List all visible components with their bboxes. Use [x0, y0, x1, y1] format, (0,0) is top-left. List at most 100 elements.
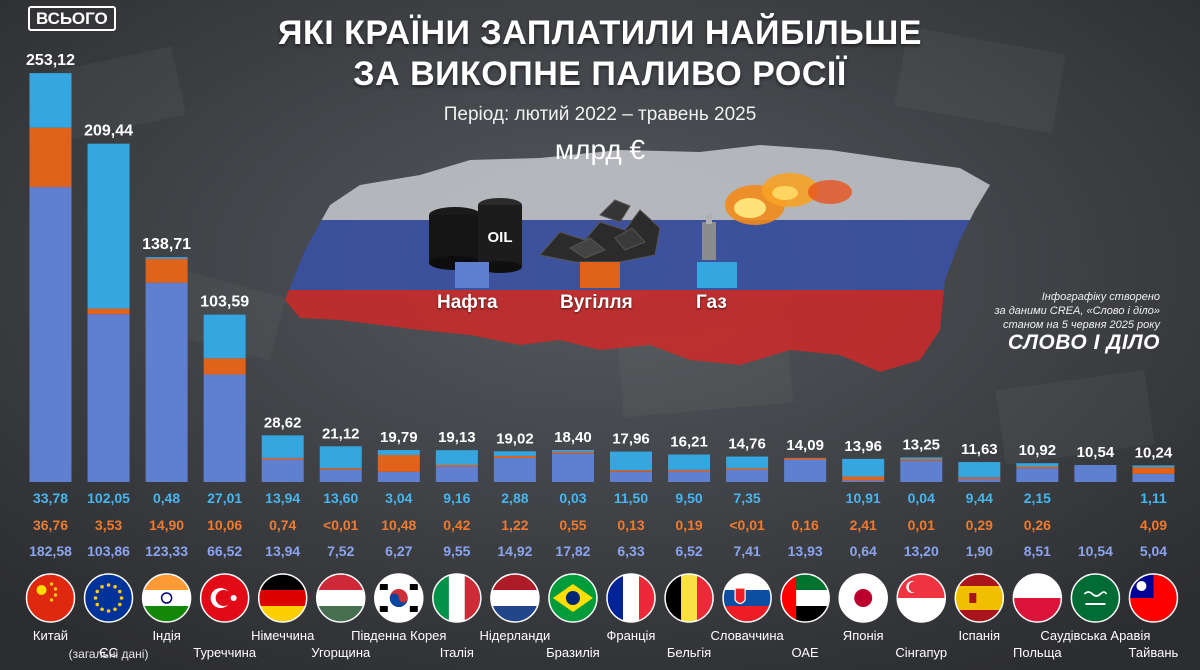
bar-group — [610, 451, 652, 482]
bar-segment-gas — [29, 73, 72, 128]
value-label-coal: 1,22 — [501, 517, 528, 533]
bar-segment-coal — [493, 455, 536, 458]
value-label-gas: 9,50 — [675, 490, 702, 506]
bar-segment-coal — [958, 477, 1001, 479]
value-label-coal: 0,16 — [792, 517, 819, 533]
total-value-label: 103,59 — [200, 294, 249, 311]
india-flag-icon — [141, 573, 192, 623]
poland-flag-icon — [1012, 573, 1063, 623]
total-value-label: 13,25 — [902, 436, 940, 453]
value-label-gas: 1,11 — [1140, 490, 1167, 506]
value-label-gas: 9,16 — [443, 490, 470, 506]
bar-segment-oil — [203, 374, 246, 482]
taiwan-flag-icon — [1128, 573, 1179, 623]
value-label-coal: 0,19 — [675, 517, 702, 533]
bar-segment-gas — [493, 451, 536, 456]
brazil-flag-icon — [548, 573, 598, 623]
value-label-oil: 10,54 — [1078, 543, 1113, 559]
value-label-oil: 6,27 — [385, 543, 412, 559]
value-label-coal: 0,74 — [269, 517, 296, 533]
bar-segment-gas — [87, 143, 130, 309]
credit-line3: станом на 5 червня 2025 року — [1003, 319, 1160, 331]
bar-segment-oil — [29, 187, 72, 482]
bar-segment-oil — [900, 460, 943, 482]
country-label: ЄС — [99, 645, 118, 660]
bar-group — [203, 314, 246, 482]
total-value-label: 10,54 — [1077, 444, 1115, 461]
bar-segment-oil — [319, 469, 362, 482]
bar-segment-oil — [551, 453, 594, 482]
value-label-oil: 17,82 — [555, 543, 590, 559]
country-label: Сінгапур — [895, 645, 948, 660]
bar-segment-gas — [203, 314, 246, 359]
total-value-label: 19,02 — [496, 430, 534, 447]
country-label: Нідерланди — [479, 628, 551, 643]
total-value-label: 10,24 — [1135, 444, 1173, 461]
value-label-gas: 0,04 — [908, 490, 935, 506]
value-label-gas: 11,50 — [614, 490, 648, 506]
bar-group — [668, 454, 711, 482]
bar-group — [493, 451, 536, 482]
country-label: Угорщина — [311, 645, 371, 660]
country-label: Бельгія — [666, 645, 712, 660]
value-label-gas: 13,60 — [323, 490, 358, 506]
bar-group — [842, 458, 885, 482]
country-label: Японія — [842, 628, 884, 643]
bar-segment-coal — [377, 454, 420, 472]
legend-swatch-gas — [697, 262, 737, 288]
bar-group — [145, 257, 188, 482]
value-label-coal: 0,01 — [908, 517, 935, 533]
country-label: ОАЕ — [791, 645, 819, 660]
country-label: Індія — [152, 628, 181, 643]
country-label: Польща — [1013, 645, 1062, 660]
bar-group — [551, 450, 594, 482]
value-label-coal: 3,53 — [95, 517, 122, 533]
chart-title-line2: ЗА ВИКОПНЕ ПАЛИВО РОСІЇ — [353, 55, 847, 93]
bar-segment-coal — [261, 457, 304, 460]
value-label-oil: 13,94 — [265, 543, 300, 559]
total-value-label: 209,44 — [84, 123, 133, 140]
bar-segment-gas — [610, 451, 652, 471]
value-label-oil: 123,33 — [145, 543, 188, 559]
bar-segment-gas — [842, 458, 885, 477]
country-label: Південна Корея — [351, 628, 447, 643]
value-label-coal: 2,41 — [850, 517, 877, 533]
bar-group — [784, 457, 827, 482]
bar-segment-oil — [493, 457, 536, 482]
bar-segment-oil — [1074, 464, 1117, 482]
legend-label-oil: Нафта — [437, 292, 498, 313]
bar-group — [1074, 464, 1117, 482]
bar-group — [1016, 463, 1059, 482]
value-label-gas: 3,04 — [385, 490, 412, 506]
value-label-gas: 33,78 — [33, 490, 68, 506]
bar-segment-gas — [551, 450, 594, 452]
bar-segment-oil — [842, 480, 885, 482]
bar-group — [377, 450, 420, 482]
total-value-label: 17,96 — [612, 431, 650, 448]
bar-segment-coal — [726, 468, 769, 471]
bar-group — [87, 143, 130, 482]
legend-swatch-coal — [580, 262, 620, 288]
singapore-flag-icon — [896, 573, 946, 623]
bar-group — [900, 457, 943, 482]
bar-segment-gas — [958, 462, 1001, 478]
bar-segment-coal — [784, 457, 827, 460]
saudi-arabia-flag-icon — [1070, 573, 1121, 623]
total-value-label: 138,71 — [142, 236, 191, 253]
value-label-oil: 9,55 — [443, 543, 470, 559]
value-label-coal: 0,55 — [559, 517, 586, 533]
bar-group — [29, 73, 72, 482]
total-value-label: 10,92 — [1019, 442, 1057, 459]
bar-segment-gas — [1132, 465, 1175, 468]
credit-line1: Інфографіку створено — [1041, 291, 1160, 303]
value-label-coal: 0,29 — [966, 517, 993, 533]
value-label-coal: 10,06 — [207, 517, 242, 533]
germany-flag-icon — [257, 573, 308, 623]
value-label-gas: 13,94 — [265, 490, 300, 506]
japan-flag-icon — [838, 573, 888, 623]
value-label-oil: 6,33 — [617, 543, 644, 559]
total-value-label: 28,62 — [264, 414, 302, 431]
bar-segment-coal — [435, 464, 478, 467]
bar-segment-oil — [668, 471, 711, 482]
